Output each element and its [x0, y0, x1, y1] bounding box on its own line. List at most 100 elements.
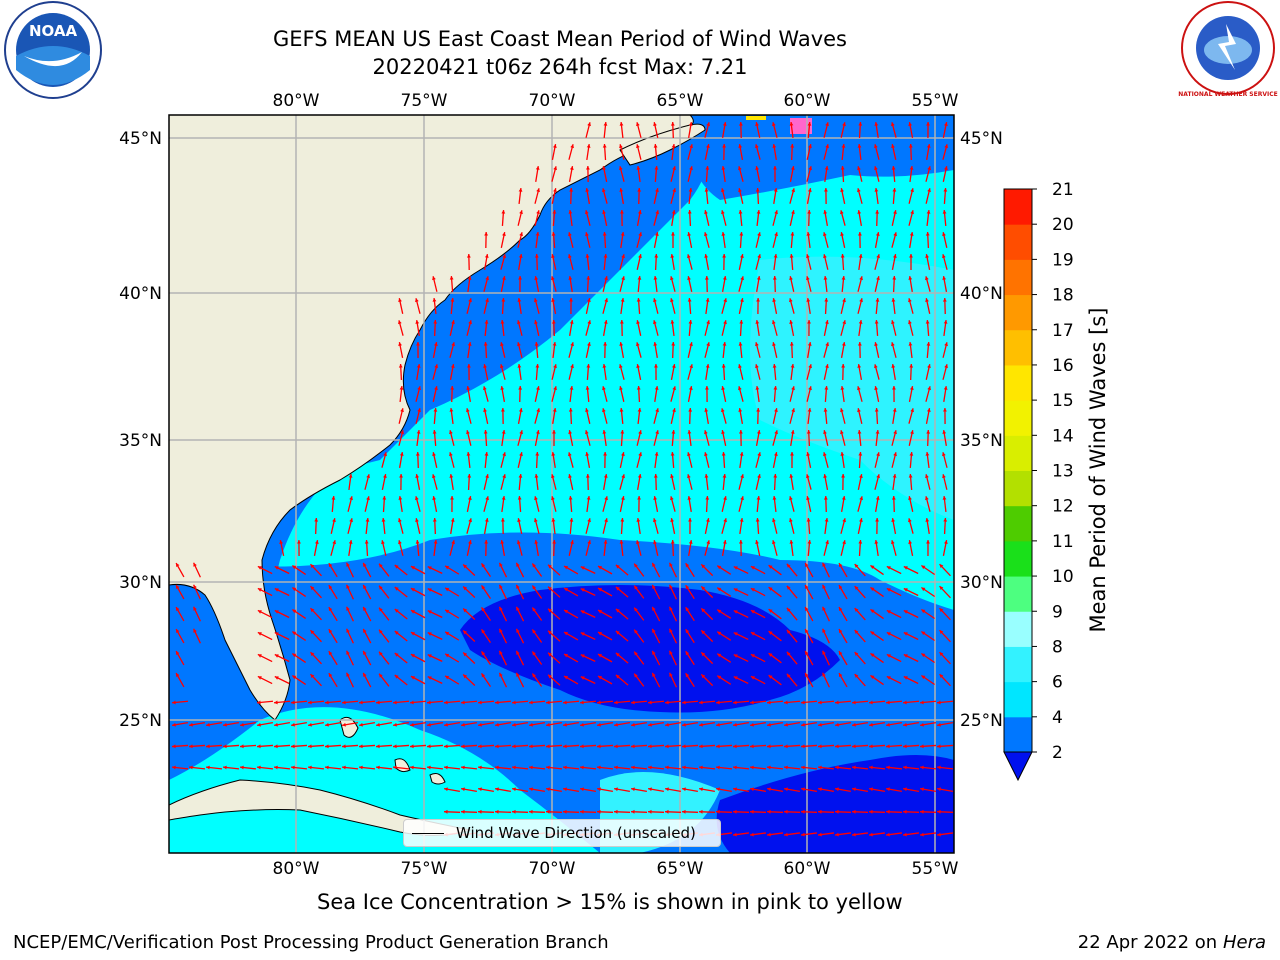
- wind-wave-arrow-head: [721, 386, 725, 390]
- wind-wave-arrow-head: [394, 675, 399, 679]
- wind-wave-arrow-head: [772, 518, 776, 523]
- wind-wave-arrow-head: [920, 765, 924, 770]
- wind-wave-arrow-head: [733, 744, 737, 749]
- wind-wave-arrow-head: [485, 298, 489, 303]
- wind-wave-arrow-head: [892, 474, 897, 478]
- wind-wave-arrow-head: [399, 474, 403, 478]
- wind-wave-arrow-head: [687, 496, 692, 500]
- wind-wave-arrow-head: [495, 700, 499, 705]
- wind-wave-arrow-head: [461, 722, 465, 727]
- wind-wave-arrow-head: [636, 386, 641, 390]
- colorbar-tick-label: 16: [1052, 356, 1074, 376]
- wind-wave-arrow-head: [193, 606, 197, 611]
- wind-wave-arrow-head: [433, 540, 438, 544]
- wind-wave-arrow-head: [532, 585, 536, 590]
- wind-wave-arrow-head: [468, 540, 472, 545]
- colorbar-tick-label: 14: [1052, 426, 1074, 446]
- wind-wave-arrow-head: [703, 232, 708, 237]
- wind-wave-arrow-head: [468, 298, 472, 303]
- wind-wave-arrow-head: [325, 700, 329, 705]
- wind-wave-arrow-head: [801, 832, 805, 837]
- wind-wave-arrow-head: [716, 722, 720, 727]
- wind-wave-arrow-head: [310, 674, 315, 679]
- wind-wave-arrow-head: [739, 452, 744, 456]
- wind-wave-arrow-head: [870, 675, 875, 679]
- wind-wave-arrow-head: [876, 254, 881, 259]
- wind-wave-arrow-head: [943, 386, 948, 390]
- wind-wave-arrow-head: [716, 787, 720, 792]
- wind-wave-arrow-head: [682, 744, 686, 749]
- wind-wave-arrow-head: [189, 765, 193, 770]
- wind-wave-arrow-head: [870, 609, 875, 613]
- wind-wave-arrow-head: [536, 408, 541, 413]
- wind-wave-arrow-head: [722, 144, 727, 148]
- wind-wave-arrow-head: [585, 254, 590, 258]
- wind-wave-arrow-head: [417, 386, 421, 391]
- wind-wave-arrow-head: [292, 565, 297, 570]
- wind-wave-arrow-head: [552, 144, 557, 148]
- wind-wave-arrow-head: [750, 722, 754, 727]
- wind-wave-arrow-head: [484, 518, 489, 522]
- wind-wave-arrow-head: [569, 188, 574, 192]
- wind-wave-arrow-head: [903, 566, 908, 570]
- wind-wave-arrow-head: [740, 474, 744, 479]
- wind-wave-arrow-head: [806, 496, 810, 501]
- wind-wave-arrow-head: [688, 122, 693, 126]
- wind-wave-arrow-head: [478, 765, 482, 770]
- noaa-logo: NOAA: [4, 1, 102, 99]
- wind-wave-arrow-head: [328, 585, 333, 590]
- wind-wave-arrow-head: [893, 210, 897, 215]
- wind-wave-arrow-head: [941, 254, 946, 259]
- wind-wave-arrow-head: [485, 474, 489, 479]
- wind-wave-arrow-head: [874, 408, 879, 412]
- wind-wave-arrow-head: [342, 722, 346, 727]
- wind-wave-arrow-head: [468, 320, 472, 325]
- wind-wave-arrow-head: [910, 430, 914, 435]
- wind-wave-arrow-head: [756, 496, 761, 500]
- wind-wave-arrow-head: [410, 632, 415, 636]
- wind-wave-arrow-head: [733, 765, 737, 770]
- wind-wave-arrow-head: [773, 166, 777, 170]
- wind-wave-arrow-head: [857, 210, 862, 214]
- wind-wave-arrow-head: [927, 166, 931, 171]
- wind-wave-arrow-head: [801, 722, 805, 727]
- wind-wave-arrow-head: [516, 650, 520, 655]
- wind-wave-arrow-head: [921, 631, 926, 636]
- wind-wave-arrow-head: [652, 606, 656, 611]
- wind-wave-arrow-head: [398, 364, 403, 368]
- wind-wave-arrow-head: [925, 496, 929, 501]
- wind-wave-arrow-head: [466, 430, 470, 435]
- wind-wave-arrow-head: [580, 676, 585, 680]
- wind-wave-arrow-head: [784, 722, 788, 727]
- wind-wave-arrow-head: [332, 518, 336, 523]
- wind-wave-arrow-head: [292, 653, 297, 658]
- wind-wave-arrow-head: [665, 787, 669, 792]
- wind-wave-arrow-head: [546, 722, 550, 727]
- wind-wave-arrow-head: [619, 540, 624, 544]
- wind-wave-arrow-head: [874, 320, 879, 324]
- wind-wave-arrow-head: [568, 408, 573, 412]
- wind-wave-arrow-head: [738, 364, 742, 369]
- wind-wave-arrow-head: [328, 607, 333, 612]
- wind-wave-arrow-head: [619, 122, 624, 126]
- wind-wave-arrow-head: [672, 408, 676, 413]
- map-subtitle: 20220421 t06z 264h fcst Max: 7.21: [372, 55, 748, 79]
- wind-wave-arrow-head: [654, 166, 659, 170]
- wind-wave-arrow-head: [500, 540, 505, 544]
- colorbar-tick-label: 19: [1052, 250, 1074, 270]
- wind-wave-arrow-head: [903, 787, 907, 792]
- wind-wave-arrow-head: [512, 722, 516, 727]
- wind-wave-arrow-head: [840, 452, 845, 456]
- wind-wave-arrow-head: [774, 452, 778, 456]
- wind-wave-arrow-head: [920, 722, 924, 727]
- wind-wave-arrow-head: [346, 672, 350, 677]
- wind-wave-arrow-head: [638, 430, 642, 435]
- wind-wave-arrow-head: [790, 430, 795, 434]
- wind-wave-arrow-head: [568, 232, 572, 237]
- wind-wave-arrow-head: [619, 320, 624, 324]
- wind-wave-arrow-head: [564, 632, 569, 636]
- wind-wave-arrow-head: [359, 722, 363, 727]
- wind-wave-arrow-head: [631, 700, 635, 705]
- wind-wave-arrow-head: [939, 586, 944, 591]
- wind-wave-arrow-head: [463, 586, 468, 591]
